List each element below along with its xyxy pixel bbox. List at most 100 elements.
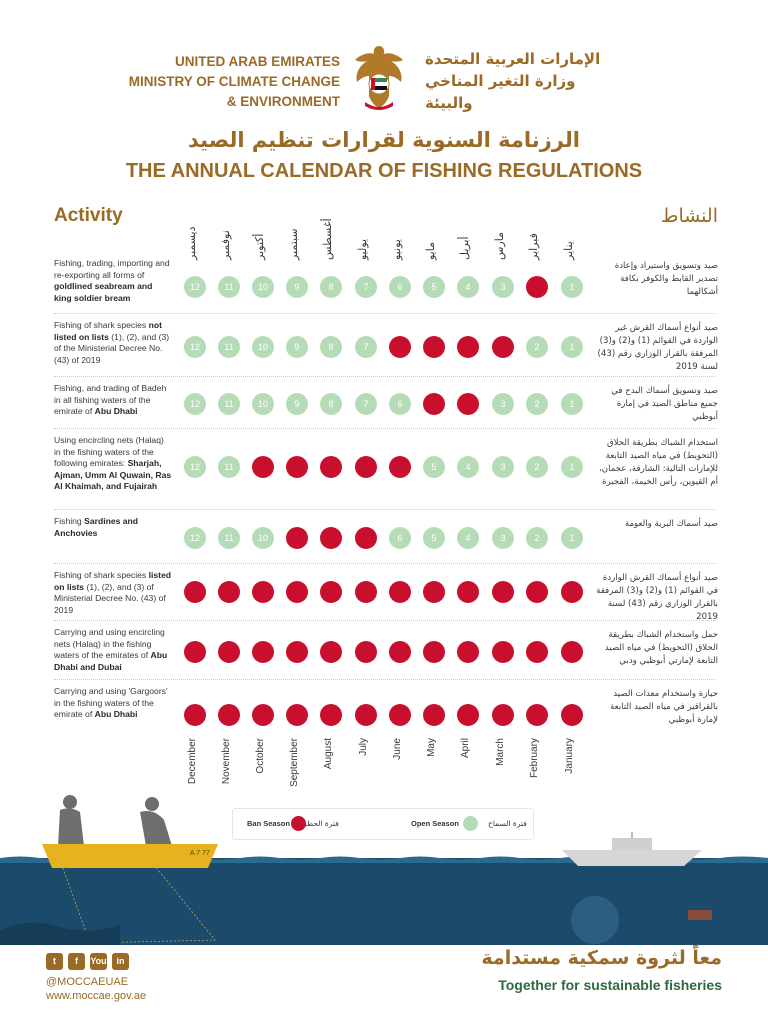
ban-season-dot [286,581,308,603]
open-season-dot: 1 [561,456,583,478]
activity-description-en: Using encircling nets (Halaq) in the fis… [54,435,172,491]
ban-season-dot [320,456,342,478]
open-season-dot: 12 [184,276,206,298]
month-header-ar: سبتمبر [287,228,300,260]
activity-description-ar: صيد وتسويق واستيراد وإعادة تصدير القابط … [614,261,718,297]
ban-season-dot [389,336,411,358]
org-line: الإمارات العربية المتحدة [425,50,601,68]
ban-season-dot [492,641,514,663]
ban-season-dot [389,641,411,663]
activity-heading-en: Activity [54,205,123,226]
open-season-dot: 11 [218,276,240,298]
open-season-dot: 2 [526,456,548,478]
activity-description-en: Carrying and using 'Gargoors' in the fis… [54,686,168,719]
uae-falcon-emblem-icon [355,46,403,110]
ban-season-dot [389,581,411,603]
facebook-icon[interactable]: f [68,953,85,970]
ban-season-dot [457,336,479,358]
ban-season-dot [286,527,308,549]
open-season-dot: 5 [423,456,445,478]
social-handle[interactable]: @MOCCAEUAE [46,976,129,988]
legend-open-label-en: Open Season [411,819,459,828]
open-season-dot: 5 [423,527,445,549]
ban-season-dot [320,704,342,726]
youtube-icon[interactable]: You [90,953,107,970]
boat-registration: A 7 77 [190,850,210,857]
ban-season-dot [252,581,274,603]
month-footer-en: March [495,738,506,766]
org-line: UNITED ARAB EMIRATES [175,54,340,69]
row-divider [54,428,716,429]
ban-season-dot [457,704,479,726]
ban-season-dot [184,704,206,726]
month-header-ar: يونيو [390,239,403,260]
activity-description-ar: حيازة واستخدام معدات الصيد بالقراقير في … [610,689,718,725]
open-season-dot: 5 [423,276,445,298]
sonar-dome-icon [571,896,619,944]
ship-icon [562,832,702,866]
ban-season-dot [492,336,514,358]
open-season-dot: 4 [457,276,479,298]
activity-description-en: Fishing Sardines and Anchovies [54,516,139,538]
ban-season-dot [561,704,583,726]
month-header-ar: مايو [424,242,437,260]
open-season-dot: 12 [184,336,206,358]
activity-description-en: Fishing, trading, importing and re-expor… [54,258,170,303]
footer: t f You in @MOCCAEUAE www.moccae.gov.ae معا… [0,945,768,1024]
ban-season-dot [355,527,377,549]
org-line: وزارة التغير المناخي [425,72,576,90]
activity-description-en: Carrying and using encircling nets (Hala… [54,627,168,672]
ban-season-dot [423,393,445,415]
ban-season-dot [526,704,548,726]
ban-season-dot [184,641,206,663]
legend: Ban Season فترة الحظر Open Season فترة ا… [232,808,534,840]
fishermen-boat-icon: A 7 77 [42,795,218,868]
org-line: MINISTRY OF CLIMATE CHANGE [128,74,340,89]
month-footer-en: August [323,738,334,770]
open-season-dot: 10 [252,276,274,298]
ban-season-dot [252,641,274,663]
twitter-icon[interactable]: t [46,953,63,970]
slogan-ar: معاً لثروة سمكية مستدامة [481,947,722,969]
ban-season-dot [526,276,548,298]
open-season-dot: 1 [561,393,583,415]
activity-heading-ar: النشاط [660,205,718,227]
open-season-dot: 10 [252,393,274,415]
ban-season-dot [355,456,377,478]
org-name-en: UNITED ARAB EMIRATES MINISTRY OF CLIMATE… [110,52,340,112]
ban-season-dot [355,704,377,726]
open-season-dot: 3 [492,276,514,298]
open-season-dot: 11 [218,527,240,549]
ban-season-dot [526,641,548,663]
open-season-dot: 3 [492,527,514,549]
open-season-dot: 6 [389,393,411,415]
open-season-dot: 12 [184,456,206,478]
website-link[interactable]: www.moccae.gov.ae [46,990,147,1002]
ban-season-dot [286,704,308,726]
row-divider [54,563,716,564]
ban-season-dot [218,704,240,726]
open-season-dot: 8 [320,276,342,298]
month-footer-en: September [289,738,300,787]
ban-season-dot [423,581,445,603]
ban-season-dot [492,704,514,726]
month-header-ar: أغسطس [321,218,334,260]
ban-season-dot [320,581,342,603]
legend-open-label-ar: فترة السماح [488,819,527,828]
month-footer-en: June [392,738,403,760]
open-season-dot: 10 [252,527,274,549]
open-season-dot: 7 [355,276,377,298]
fish-trap-icon [688,910,712,920]
row-divider [54,620,716,621]
linkedin-icon[interactable]: in [112,953,129,970]
open-season-dot: 4 [457,527,479,549]
row-divider [54,376,716,377]
open-season-dot: 6 [389,527,411,549]
legend-ban-label-ar: فترة الحظر [303,819,339,828]
activity-description-ar: حمل واستخدام الشباك بطريقة الحلاق (التحو… [604,630,718,666]
legend-ban-label-en: Ban Season [247,819,290,828]
org-line: & ENVIRONMENT [226,94,340,109]
month-header-ar: أبريل [458,236,471,260]
ban-season-dot [184,581,206,603]
row-divider [54,313,716,314]
